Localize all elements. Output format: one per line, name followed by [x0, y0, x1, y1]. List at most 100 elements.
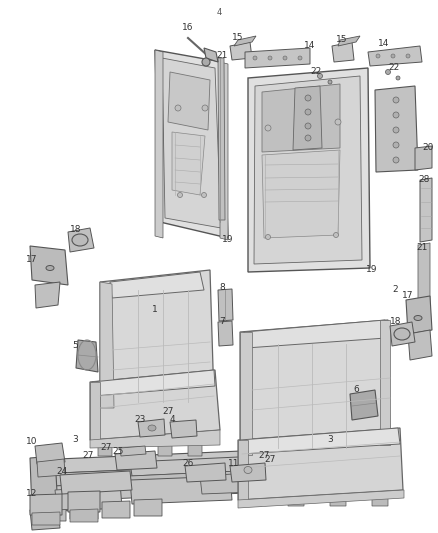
Polygon shape [70, 502, 98, 519]
Ellipse shape [393, 127, 399, 133]
Ellipse shape [318, 74, 322, 78]
Polygon shape [90, 370, 220, 440]
Polygon shape [30, 508, 60, 530]
Ellipse shape [376, 54, 380, 58]
Polygon shape [372, 489, 388, 506]
Text: 12: 12 [26, 489, 38, 498]
Polygon shape [130, 476, 232, 504]
Polygon shape [188, 439, 202, 456]
Polygon shape [100, 282, 114, 408]
Ellipse shape [305, 135, 311, 141]
Text: 17: 17 [402, 290, 414, 300]
Polygon shape [262, 150, 340, 238]
Text: 27: 27 [162, 408, 174, 416]
Polygon shape [168, 72, 210, 130]
Ellipse shape [328, 80, 332, 84]
Ellipse shape [393, 157, 399, 163]
Polygon shape [32, 512, 60, 525]
Polygon shape [155, 50, 228, 238]
Text: 6: 6 [353, 385, 359, 394]
Polygon shape [172, 132, 205, 195]
Polygon shape [204, 48, 218, 62]
Polygon shape [68, 491, 100, 512]
Polygon shape [244, 320, 386, 348]
Polygon shape [155, 50, 163, 238]
Polygon shape [288, 489, 304, 506]
Text: 27: 27 [264, 456, 276, 464]
Polygon shape [338, 36, 360, 46]
Polygon shape [332, 42, 354, 62]
Polygon shape [38, 504, 66, 521]
Ellipse shape [175, 105, 181, 111]
Text: 11: 11 [228, 459, 240, 469]
Polygon shape [368, 46, 422, 66]
Text: 5: 5 [72, 341, 78, 350]
Polygon shape [330, 489, 346, 506]
Text: 18: 18 [70, 225, 82, 235]
Polygon shape [238, 440, 248, 500]
Text: 17: 17 [26, 255, 38, 264]
Polygon shape [220, 62, 228, 240]
Polygon shape [30, 246, 68, 285]
Polygon shape [218, 321, 233, 346]
Text: 27: 27 [258, 451, 270, 461]
Polygon shape [240, 428, 400, 454]
Polygon shape [100, 270, 214, 408]
Polygon shape [138, 419, 165, 437]
Polygon shape [110, 272, 204, 298]
Text: 3: 3 [72, 435, 78, 445]
Text: 16: 16 [182, 23, 194, 33]
Text: 14: 14 [378, 39, 390, 49]
Polygon shape [240, 332, 252, 455]
Ellipse shape [72, 234, 88, 246]
Text: 21: 21 [216, 51, 228, 60]
Ellipse shape [335, 119, 341, 125]
Text: 22: 22 [389, 63, 399, 72]
Polygon shape [350, 390, 378, 420]
Polygon shape [185, 463, 226, 482]
Polygon shape [420, 178, 432, 242]
Polygon shape [90, 382, 100, 440]
Polygon shape [170, 420, 197, 438]
Ellipse shape [414, 316, 422, 320]
Polygon shape [218, 289, 233, 321]
Polygon shape [70, 509, 98, 522]
Polygon shape [98, 439, 112, 456]
Text: 26: 26 [182, 459, 194, 469]
Polygon shape [115, 451, 157, 470]
Polygon shape [245, 48, 310, 68]
Ellipse shape [305, 123, 311, 129]
Ellipse shape [333, 232, 339, 238]
Ellipse shape [394, 328, 410, 340]
Ellipse shape [305, 95, 311, 101]
Polygon shape [408, 330, 432, 360]
Polygon shape [35, 448, 314, 474]
Ellipse shape [393, 112, 399, 118]
Polygon shape [102, 501, 130, 518]
Ellipse shape [244, 466, 252, 473]
Text: 1: 1 [152, 305, 158, 314]
Polygon shape [230, 463, 266, 482]
Ellipse shape [268, 56, 272, 60]
Polygon shape [238, 428, 403, 500]
Ellipse shape [391, 54, 395, 58]
Polygon shape [200, 473, 252, 494]
Text: 21: 21 [416, 244, 427, 253]
Text: 8: 8 [219, 284, 225, 293]
Text: 27: 27 [82, 451, 94, 461]
Polygon shape [55, 488, 92, 510]
Text: 3: 3 [327, 435, 333, 445]
Text: 10: 10 [26, 438, 38, 447]
Text: 23: 23 [134, 416, 146, 424]
Ellipse shape [393, 142, 399, 148]
Polygon shape [37, 459, 65, 477]
Text: 15: 15 [336, 36, 348, 44]
Text: 14: 14 [304, 41, 316, 50]
Polygon shape [35, 470, 316, 502]
Polygon shape [230, 42, 252, 60]
Ellipse shape [148, 425, 156, 431]
Polygon shape [248, 68, 370, 272]
Polygon shape [128, 439, 142, 456]
Polygon shape [262, 84, 340, 152]
Text: 28: 28 [418, 175, 430, 184]
